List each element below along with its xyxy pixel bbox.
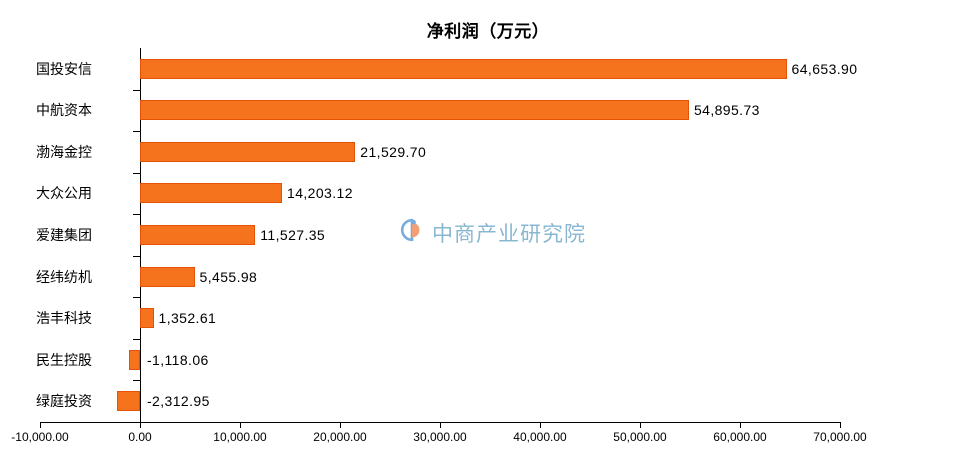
- bar[interactable]: [140, 225, 256, 245]
- x-axis-tick-label: 50,000.00: [613, 430, 667, 444]
- y-axis-tick: [133, 131, 140, 132]
- bar[interactable]: [140, 58, 787, 79]
- bar-value-label: 54,895.73: [693, 102, 760, 119]
- bar-value-label: 21,529.70: [360, 143, 427, 160]
- category-label: 国投安信: [36, 60, 92, 77]
- bar[interactable]: [140, 183, 283, 204]
- bar[interactable]: [140, 266, 195, 287]
- x-axis-tick-label: 40,000.00: [513, 430, 567, 444]
- x-axis-tick: [40, 422, 41, 428]
- category-label: 中航资本: [36, 102, 92, 119]
- x-axis-tick-label: 30,000.00: [413, 430, 467, 444]
- x-axis-tick: [340, 422, 341, 428]
- bar-value-label: 64,653.90: [791, 60, 858, 77]
- x-axis-tick: [540, 422, 541, 428]
- x-axis-tick-label: 60,000.00: [713, 430, 767, 444]
- bar-value-label: 5,455.98: [199, 268, 258, 285]
- x-axis-tick: [440, 422, 441, 428]
- category-label: 浩丰科技: [36, 310, 92, 327]
- category-label: 大众公用: [36, 185, 92, 202]
- y-axis-tick: [133, 339, 140, 340]
- x-axis-tick-label: 70,000.00: [813, 430, 867, 444]
- bar-value-label: 14,203.12: [287, 185, 353, 202]
- y-axis-tick: [133, 256, 140, 257]
- category-label: 绿庭投资: [36, 393, 92, 410]
- y-axis-tick: [133, 297, 140, 298]
- chart-title: 净利润（万元）: [426, 22, 550, 41]
- x-axis-tick-label: 0.00: [128, 430, 152, 444]
- bar[interactable]: [140, 141, 356, 162]
- x-axis-tick: [140, 422, 141, 428]
- bar[interactable]: [140, 308, 154, 329]
- bar-value-label: -1,118.06: [147, 351, 209, 368]
- plot-area: 64,653.90 54,895.73 21,529.70 14,203.12 11,5…: [40, 48, 857, 428]
- x-axis-tick: [640, 422, 641, 428]
- x-axis-tick-label: -10,000.00: [11, 430, 69, 444]
- category-label: 民生控股: [36, 351, 92, 368]
- y-axis-tick: [133, 214, 140, 215]
- bar-value-label: 1,352.61: [158, 310, 217, 327]
- y-axis-tick: [133, 90, 140, 91]
- y-axis-tick: [133, 380, 140, 381]
- bar-value-label: 11,527.35: [260, 227, 326, 243]
- x-axis-tick-label: 10,000.00: [213, 430, 267, 444]
- x-axis-tick-label: 20,000.00: [313, 430, 367, 444]
- bar-value-label: -2,312.95: [147, 393, 210, 410]
- x-axis-tick: [840, 422, 841, 428]
- bar[interactable]: [128, 349, 140, 370]
- category-label: 爱建集团: [36, 227, 92, 243]
- x-axis-tick: [240, 422, 241, 428]
- category-label: 渤海金控: [36, 143, 92, 160]
- y-axis-tick: [133, 173, 140, 174]
- bar[interactable]: [116, 391, 140, 412]
- category-label: 经纬纺机: [36, 268, 92, 285]
- x-axis-tick: [740, 422, 741, 428]
- bar[interactable]: [140, 100, 689, 121]
